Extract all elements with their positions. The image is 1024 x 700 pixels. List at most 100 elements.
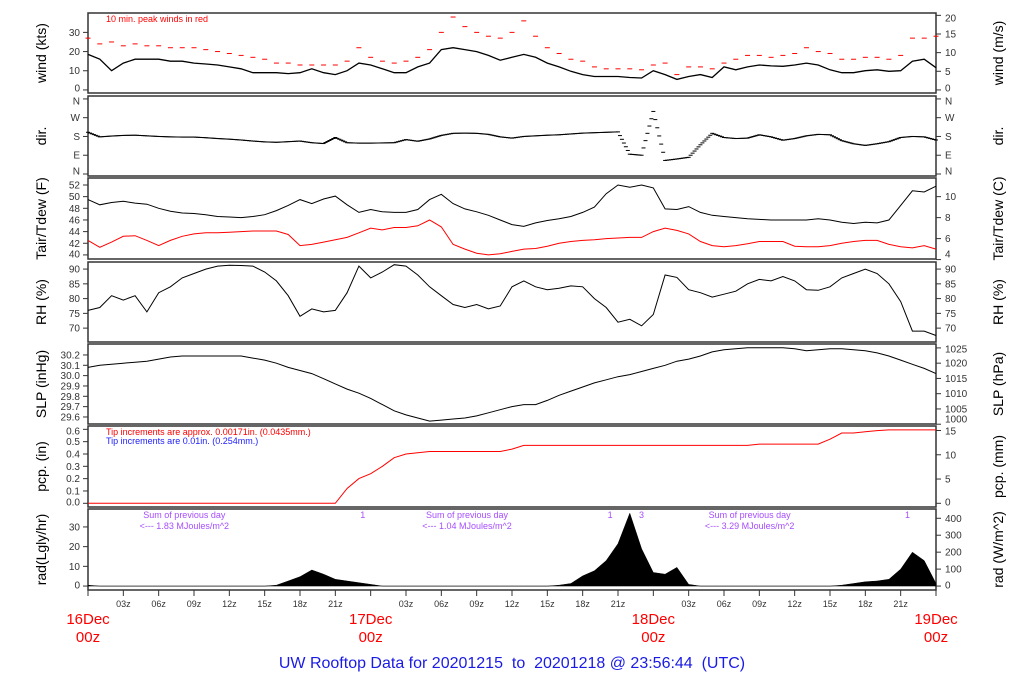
pcp-right-tick-label: 10	[945, 450, 957, 461]
dir-right-tick-label: N	[945, 97, 952, 108]
x-hour-label: 03z	[116, 599, 131, 609]
slp-right-tick-label: 1000	[945, 415, 968, 426]
daily-sum-label: Sum of previous day	[709, 510, 792, 520]
pcp-left-tick-label: 0.4	[66, 449, 80, 460]
temp-right-tick-label: 4	[945, 250, 951, 261]
wind-left-tick-label: 20	[69, 47, 81, 58]
pcp-annotation: Tip increments are approx. 0.00171in. (0…	[106, 427, 311, 437]
dir-right-tick-label: E	[945, 151, 952, 162]
rh-right-tick-label: 80	[945, 294, 957, 305]
x-hour-label: 21z	[893, 599, 908, 609]
x-hour-label: 18z	[858, 599, 873, 609]
radiation-flag: 3	[639, 510, 644, 520]
rad-left-tick-label: 10	[69, 562, 81, 573]
temp-frame	[87, 177, 937, 260]
rh-right-tick-label: 70	[945, 324, 957, 335]
radiation-flag: 1	[360, 510, 365, 520]
wind-annotation: 10 min. peak winds in red	[106, 14, 208, 24]
temp-right-tick-label: 10	[945, 192, 957, 203]
slp-left-tick-label: 30.0	[61, 371, 81, 382]
temp-left-tick-label: 46	[69, 215, 81, 226]
pcp-left-tick-label: 0.2	[66, 474, 80, 485]
wind-right-tick-label: 5	[945, 67, 951, 78]
pcp-left-tick-label: 0.1	[66, 486, 80, 497]
x-hour-label: 06z	[717, 599, 732, 609]
x-day-label: 16Dec	[66, 611, 110, 628]
slp-right-tick-label: 1020	[945, 359, 968, 370]
slp-right-tick-label: 1005	[945, 404, 968, 415]
x-hour-label: 15z	[823, 599, 838, 609]
rad-right-axis-title: rad (W/m^2)	[990, 511, 1006, 588]
rad-right-tick-label: 0	[945, 581, 951, 592]
pcp-left-tick-label: 0.6	[66, 427, 80, 438]
slp-frame	[87, 343, 937, 425]
dir-left-tick-label: N	[73, 97, 80, 108]
temp-left-tick-label: 52	[69, 180, 81, 191]
pcp-annotation: Tip increments are 0.01in. (0.254mm.)	[106, 436, 258, 446]
wind-left-axis-title: wind (kts)	[33, 23, 49, 84]
x-hour-label: 06z	[434, 599, 449, 609]
rh-left-axis-title: RH (%)	[33, 279, 49, 325]
temp-right-axis-title: Tair/Tdew (C)	[990, 176, 1006, 260]
x-hour-label: 21z	[611, 599, 626, 609]
slp-right-tick-label: 1010	[945, 389, 968, 400]
slp-left-tick-label: 29.7	[61, 402, 81, 413]
slp-left-tick-label: 29.8	[61, 392, 81, 403]
rad-right-tick-label: 100	[945, 565, 962, 576]
x-hour-label: 18z	[575, 599, 590, 609]
temp-left-tick-label: 42	[69, 239, 81, 250]
temp-left-tick-label: 44	[69, 227, 81, 238]
daily-sum-label: Sum of previous day	[426, 510, 509, 520]
x-hour-label: 03z	[681, 599, 696, 609]
panel-wind: 0 10 20 30 0 5 10 15 20 wind (kts) wind (m/s) 10 mi…	[33, 12, 1006, 95]
chart-title: UW Rooftop Data for 20201215 to 20201218…	[279, 655, 745, 672]
x-hour-label: 21z	[328, 599, 343, 609]
dir-left-tick-label: W	[71, 113, 81, 124]
x-hour-label: 18z	[293, 599, 308, 609]
pcp-left-tick-label: 0.5	[66, 437, 80, 448]
x-hour-label: 03z	[399, 599, 414, 609]
sea-level-pressure-line	[87, 347, 937, 422]
wind-speed-line	[87, 47, 937, 81]
slp-right-axis-title: SLP (hPa)	[990, 352, 1006, 416]
temp-left-tick-label: 48	[69, 204, 81, 215]
slp-left-axis-title: SLP (inHg)	[33, 350, 49, 418]
relative-humidity-line	[87, 264, 937, 336]
slp-right-tick-label: 1025	[945, 345, 968, 356]
rh-left-tick-label: 75	[69, 309, 81, 320]
pcp-left-tick-label: 0.0	[66, 498, 80, 509]
pcp-left-axis-title: pcp. (in)	[33, 441, 49, 492]
rad-left-axis-title: rad(Lgly/hr)	[33, 514, 49, 586]
x-hour-label: 09z	[187, 599, 202, 609]
daily-sum-label: Sum of previous day	[143, 510, 226, 520]
x-day-hour-label: 00z	[76, 629, 100, 646]
x-hour-label: 09z	[752, 599, 767, 609]
radiation-flag: 1	[905, 510, 910, 520]
pcp-right-tick-label: 5	[945, 475, 951, 486]
rh-right-tick-label: 85	[945, 279, 957, 290]
rad-left-tick-label: 0	[74, 581, 80, 592]
rh-right-tick-label: 75	[945, 309, 957, 320]
slp-right-tick-label: 1015	[945, 374, 968, 385]
wind-right-tick-label: 0	[945, 84, 951, 95]
x-day-label: 17Dec	[349, 611, 393, 628]
slp-left-tick-label: 29.9	[61, 381, 81, 392]
air-temperature-line	[87, 184, 937, 227]
precipitation-line	[88, 429, 936, 504]
rh-left-tick-label: 80	[69, 294, 81, 305]
rh-left-tick-label: 90	[69, 265, 81, 276]
x-hour-label: 15z	[257, 599, 272, 609]
dir-left-axis-title: dir.	[33, 127, 49, 146]
wind-frame	[87, 12, 937, 94]
x-hour-label: 12z	[787, 599, 802, 609]
dir-left-tick-label: S	[73, 132, 80, 143]
x-day-hour-label: 00z	[924, 629, 948, 646]
solar-radiation-area	[87, 512, 937, 587]
dewpoint-line	[87, 219, 937, 256]
dir-right-tick-label: W	[945, 113, 955, 124]
temp-right-tick-label: 8	[945, 213, 951, 224]
